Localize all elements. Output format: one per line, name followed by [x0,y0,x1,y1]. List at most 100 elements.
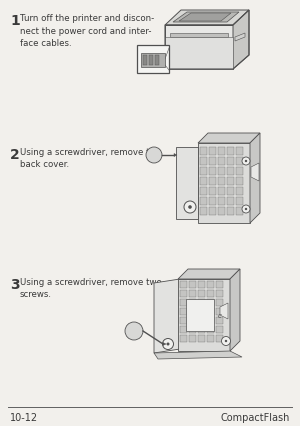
Polygon shape [236,198,243,205]
Polygon shape [233,11,249,70]
Polygon shape [198,144,250,224]
Polygon shape [218,198,225,205]
Polygon shape [180,281,187,288]
Polygon shape [200,167,207,176]
Polygon shape [209,148,216,155]
Polygon shape [218,167,225,176]
Polygon shape [200,148,207,155]
Circle shape [184,201,196,213]
Polygon shape [207,299,214,306]
Polygon shape [189,290,196,297]
Circle shape [245,161,247,163]
Polygon shape [180,326,187,333]
Polygon shape [186,299,214,331]
Circle shape [242,205,250,213]
Polygon shape [227,178,234,186]
Polygon shape [209,167,216,176]
Text: c: c [218,312,222,318]
Circle shape [167,343,170,345]
Polygon shape [216,281,223,288]
Polygon shape [209,178,216,186]
Polygon shape [218,158,225,166]
Polygon shape [189,281,196,288]
Polygon shape [180,335,187,342]
Polygon shape [165,11,249,26]
Polygon shape [207,335,214,342]
Text: 2: 2 [10,148,20,161]
Text: 10-12: 10-12 [10,412,38,422]
Polygon shape [250,134,260,224]
Polygon shape [227,207,234,216]
Polygon shape [163,343,166,345]
Polygon shape [180,299,187,306]
Polygon shape [236,178,243,186]
Polygon shape [220,303,228,319]
Polygon shape [198,299,205,306]
Circle shape [225,340,227,343]
Circle shape [221,337,230,345]
Polygon shape [227,167,234,176]
Polygon shape [236,158,243,166]
Polygon shape [154,279,180,353]
Polygon shape [173,13,239,23]
Polygon shape [178,269,240,279]
Polygon shape [230,269,240,351]
Polygon shape [154,351,242,359]
Circle shape [188,206,192,209]
Polygon shape [207,317,214,324]
Polygon shape [216,290,223,297]
Polygon shape [227,158,234,166]
Polygon shape [227,187,234,196]
Text: Using a screwdriver, remove the
back cover.: Using a screwdriver, remove the back cov… [20,148,160,169]
Polygon shape [200,187,207,196]
Circle shape [242,158,250,166]
Polygon shape [209,187,216,196]
Circle shape [163,339,173,350]
Polygon shape [189,317,196,324]
Polygon shape [179,14,231,22]
Polygon shape [216,326,223,333]
Polygon shape [178,279,230,351]
Polygon shape [189,308,196,315]
Polygon shape [165,26,233,70]
Polygon shape [189,335,196,342]
Polygon shape [180,317,187,324]
Text: CompactFlash: CompactFlash [220,412,290,422]
Polygon shape [209,207,216,216]
Circle shape [125,322,143,340]
Polygon shape [209,198,216,205]
Polygon shape [251,164,259,181]
Polygon shape [198,326,205,333]
Polygon shape [216,335,223,342]
Polygon shape [218,207,225,216]
Polygon shape [218,187,225,196]
Text: 1: 1 [10,14,20,28]
Polygon shape [198,290,205,297]
Polygon shape [170,34,228,38]
Polygon shape [236,187,243,196]
Polygon shape [149,56,153,66]
Polygon shape [200,178,207,186]
Circle shape [245,208,247,211]
Polygon shape [236,167,243,176]
Polygon shape [174,154,177,157]
Polygon shape [198,134,260,144]
Polygon shape [155,56,159,66]
Polygon shape [216,308,223,315]
Polygon shape [236,207,243,216]
Text: Turn off the printer and discon-
nect the power cord and inter-
face cables.: Turn off the printer and discon- nect th… [20,14,154,48]
Polygon shape [200,198,207,205]
Polygon shape [198,317,205,324]
Polygon shape [180,290,187,297]
Polygon shape [198,335,205,342]
Text: Using a screwdriver, remove two
screws.: Using a screwdriver, remove two screws. [20,277,162,299]
Polygon shape [207,326,214,333]
Polygon shape [227,198,234,205]
Polygon shape [207,290,214,297]
Polygon shape [143,56,147,66]
Polygon shape [207,281,214,288]
Polygon shape [200,207,207,216]
Polygon shape [209,158,216,166]
Circle shape [146,148,162,164]
Text: 3: 3 [10,277,20,291]
